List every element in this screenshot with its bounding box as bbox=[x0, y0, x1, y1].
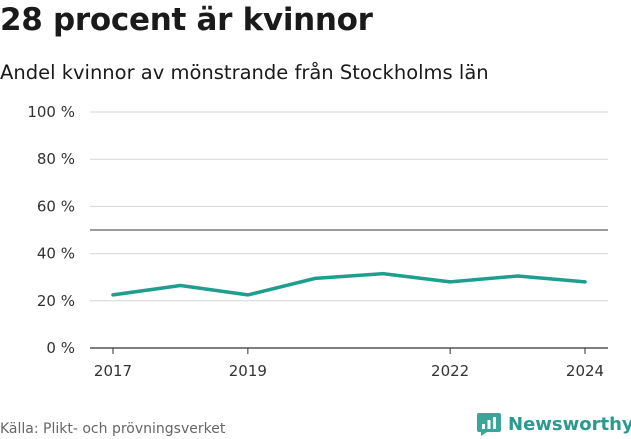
brand-name: Newsworthy bbox=[508, 413, 631, 435]
y-tick-label-0: 0 % bbox=[46, 339, 75, 357]
y-tick-label-80: 80 % bbox=[37, 150, 75, 168]
series-line-0 bbox=[111, 271, 587, 297]
x-tick-label-2024: 2024 bbox=[566, 362, 604, 380]
y-tick-label-100: 100 % bbox=[27, 103, 75, 121]
y-tick-label-20: 20 % bbox=[37, 292, 75, 310]
y-tick-label-40: 40 % bbox=[37, 245, 75, 263]
x-tick-label-2019: 2019 bbox=[229, 362, 267, 380]
x-tick-label-2017: 2017 bbox=[94, 362, 132, 380]
brand-logo[interactable]: Newsworthy bbox=[476, 410, 631, 438]
chart-title: 28 procent är kvinnor bbox=[0, 2, 373, 38]
newsworthy-logo-icon bbox=[477, 413, 501, 436]
source-note: Källa: Plikt- och prövningsverket bbox=[0, 421, 226, 437]
chart-subtitle: Andel kvinnor av mönstrande från Stockho… bbox=[0, 61, 489, 84]
y-tick-label-60: 60 % bbox=[37, 197, 75, 215]
x-tick-label-2022: 2022 bbox=[431, 362, 469, 380]
line-chart: 0 % 20 % 40 % 60 % 80 % 100 % 2017 2019 2022 2024 bbox=[27, 103, 608, 380]
